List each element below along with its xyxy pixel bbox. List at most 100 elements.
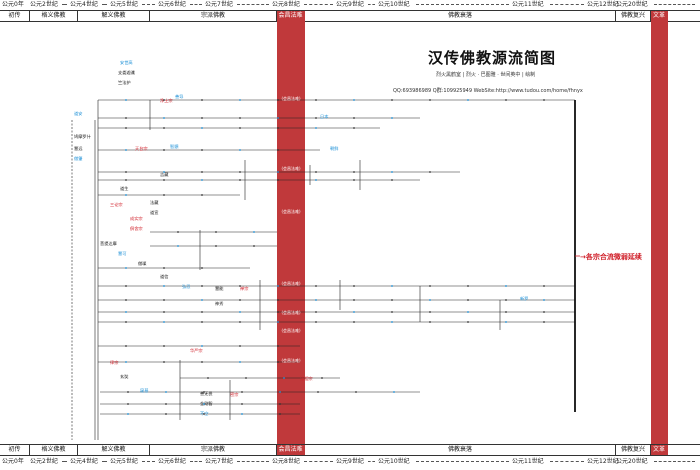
lineage-node [353,299,355,301]
master-4: 鸠摩罗什 [74,133,91,140]
period-top-7: 文革 [651,11,668,21]
lineage-node [543,299,545,301]
lineage-node [429,299,431,301]
lineage-node [315,321,317,323]
lineage-node [201,149,203,151]
lineage-node [353,285,355,287]
timeline-label-top-9: 公元11世纪 [512,1,544,8]
timeline-dash [102,4,107,5]
lineage-node [277,285,279,287]
lineage-node [467,299,469,301]
school-6: 律宗 [110,359,118,366]
lineage-node [163,321,165,323]
master-3: 道安 [74,110,82,117]
school-8: 成实宗 [130,215,143,222]
lineage-node [505,321,507,323]
period-top-2: 解义佛教 [78,11,150,21]
ban-label-7: (会昌法难) [281,358,301,363]
timeline-label-bottom-10: 公元12世纪 [587,458,619,465]
lineage-node [279,403,281,405]
lineage-node [239,127,241,129]
timeline-label-top-10: 公元12世纪 [587,1,619,8]
timeline-label-bottom-3: 公元5世纪 [110,458,138,465]
timeline-top: 公元0年 公元2世纪 公元4世纪 公元5世纪 公元6世纪 公元7世纪 公元8世纪 公元9世纪 公… [0,0,700,9]
lineage-node [429,99,431,101]
lineage-node [505,299,507,301]
lineage-node [391,299,393,301]
lineage-node [279,391,281,393]
period-bottom-5: 佛教衰落 [305,445,616,455]
timeline-dash [654,4,695,5]
lineage-node [163,171,165,173]
lineage-node [165,391,167,393]
timeline-dash [304,4,333,5]
lineage-node [239,299,241,301]
lineage-node [239,321,241,323]
ban-label-4: (会昌法难) [281,281,301,286]
lineage-node [215,231,217,233]
lineage-node [277,127,279,129]
lineage-node [315,99,317,101]
lineage-node [277,311,279,313]
lineage-node [245,377,247,379]
timeline-dash [190,4,202,5]
lineage-node [543,99,545,101]
timeline-label-bottom-0: 公元0年 [2,458,24,465]
lineage-node [505,99,507,101]
lineage-node [125,285,127,287]
timeline-label-bottom-5: 公元7世纪 [205,458,233,465]
lineage-node [125,99,127,101]
period-top-1: 格义佛教 [30,11,78,21]
lineage-node [125,171,127,173]
lineage-node [315,127,317,129]
lineage-node [467,99,469,101]
lineage-node [163,299,165,301]
master-19: 法藏 [150,199,159,206]
lineage-node [355,391,357,393]
lineage-node [391,171,393,173]
lineage-node [317,391,319,393]
period-bottom-2: 解义佛教 [78,445,150,455]
timeline-label-bottom-2: 公元4世纪 [70,458,98,465]
lineage-node [353,179,355,181]
school-3: 三论宗 [110,201,123,208]
lineage-node [203,403,205,405]
lineage-node [201,299,203,301]
lineage-node [163,117,165,119]
timeline-label-bottom-8: 公元10世纪 [378,458,410,465]
master-1: 支娄迦谶 [118,69,136,76]
region-1: 朝鲜 [330,145,339,152]
lineage-node [239,179,241,181]
lineage-node [163,311,165,313]
lineage-node [277,179,279,181]
lineage-node [125,321,127,323]
timeline-label-top-2: 公元4世纪 [70,1,98,8]
period-top-3: 宗派佛教 [150,11,277,21]
timeline-dash [190,461,202,462]
lineage-node [315,117,317,119]
lineage-node [163,345,165,347]
lineage-node [239,311,241,313]
timeline-dash [368,461,375,462]
master-2: 竺法护 [118,79,131,86]
master-12: 弘忍 [182,283,190,290]
lineage-node [165,403,167,405]
lineage-node [429,311,431,313]
lineage-node [253,245,255,247]
lineage-node [239,171,241,173]
lineage-node [127,403,129,405]
period-top-5: 佛教衰落 [305,11,616,21]
lineage-node [353,127,355,129]
lineage-node [429,171,431,173]
school-5: 华严宗 [190,347,203,354]
lineage-node [125,299,127,301]
period-bottom-7: 文革 [651,445,668,455]
lineage-node [393,391,395,393]
master-6: 僧肇 [74,155,83,162]
period-bottom-4: 会昌法难 [277,445,305,455]
period-bottom-0: 初传 [0,445,30,455]
lineage-node [239,361,241,363]
lineage-node [125,194,127,196]
timeline-bottom: 公元0年 公元2世纪 公元4世纪 公元5世纪 公元6世纪 公元7世纪 公元8世纪 公元9世纪 公… [0,457,700,466]
lineage-node [239,99,241,101]
